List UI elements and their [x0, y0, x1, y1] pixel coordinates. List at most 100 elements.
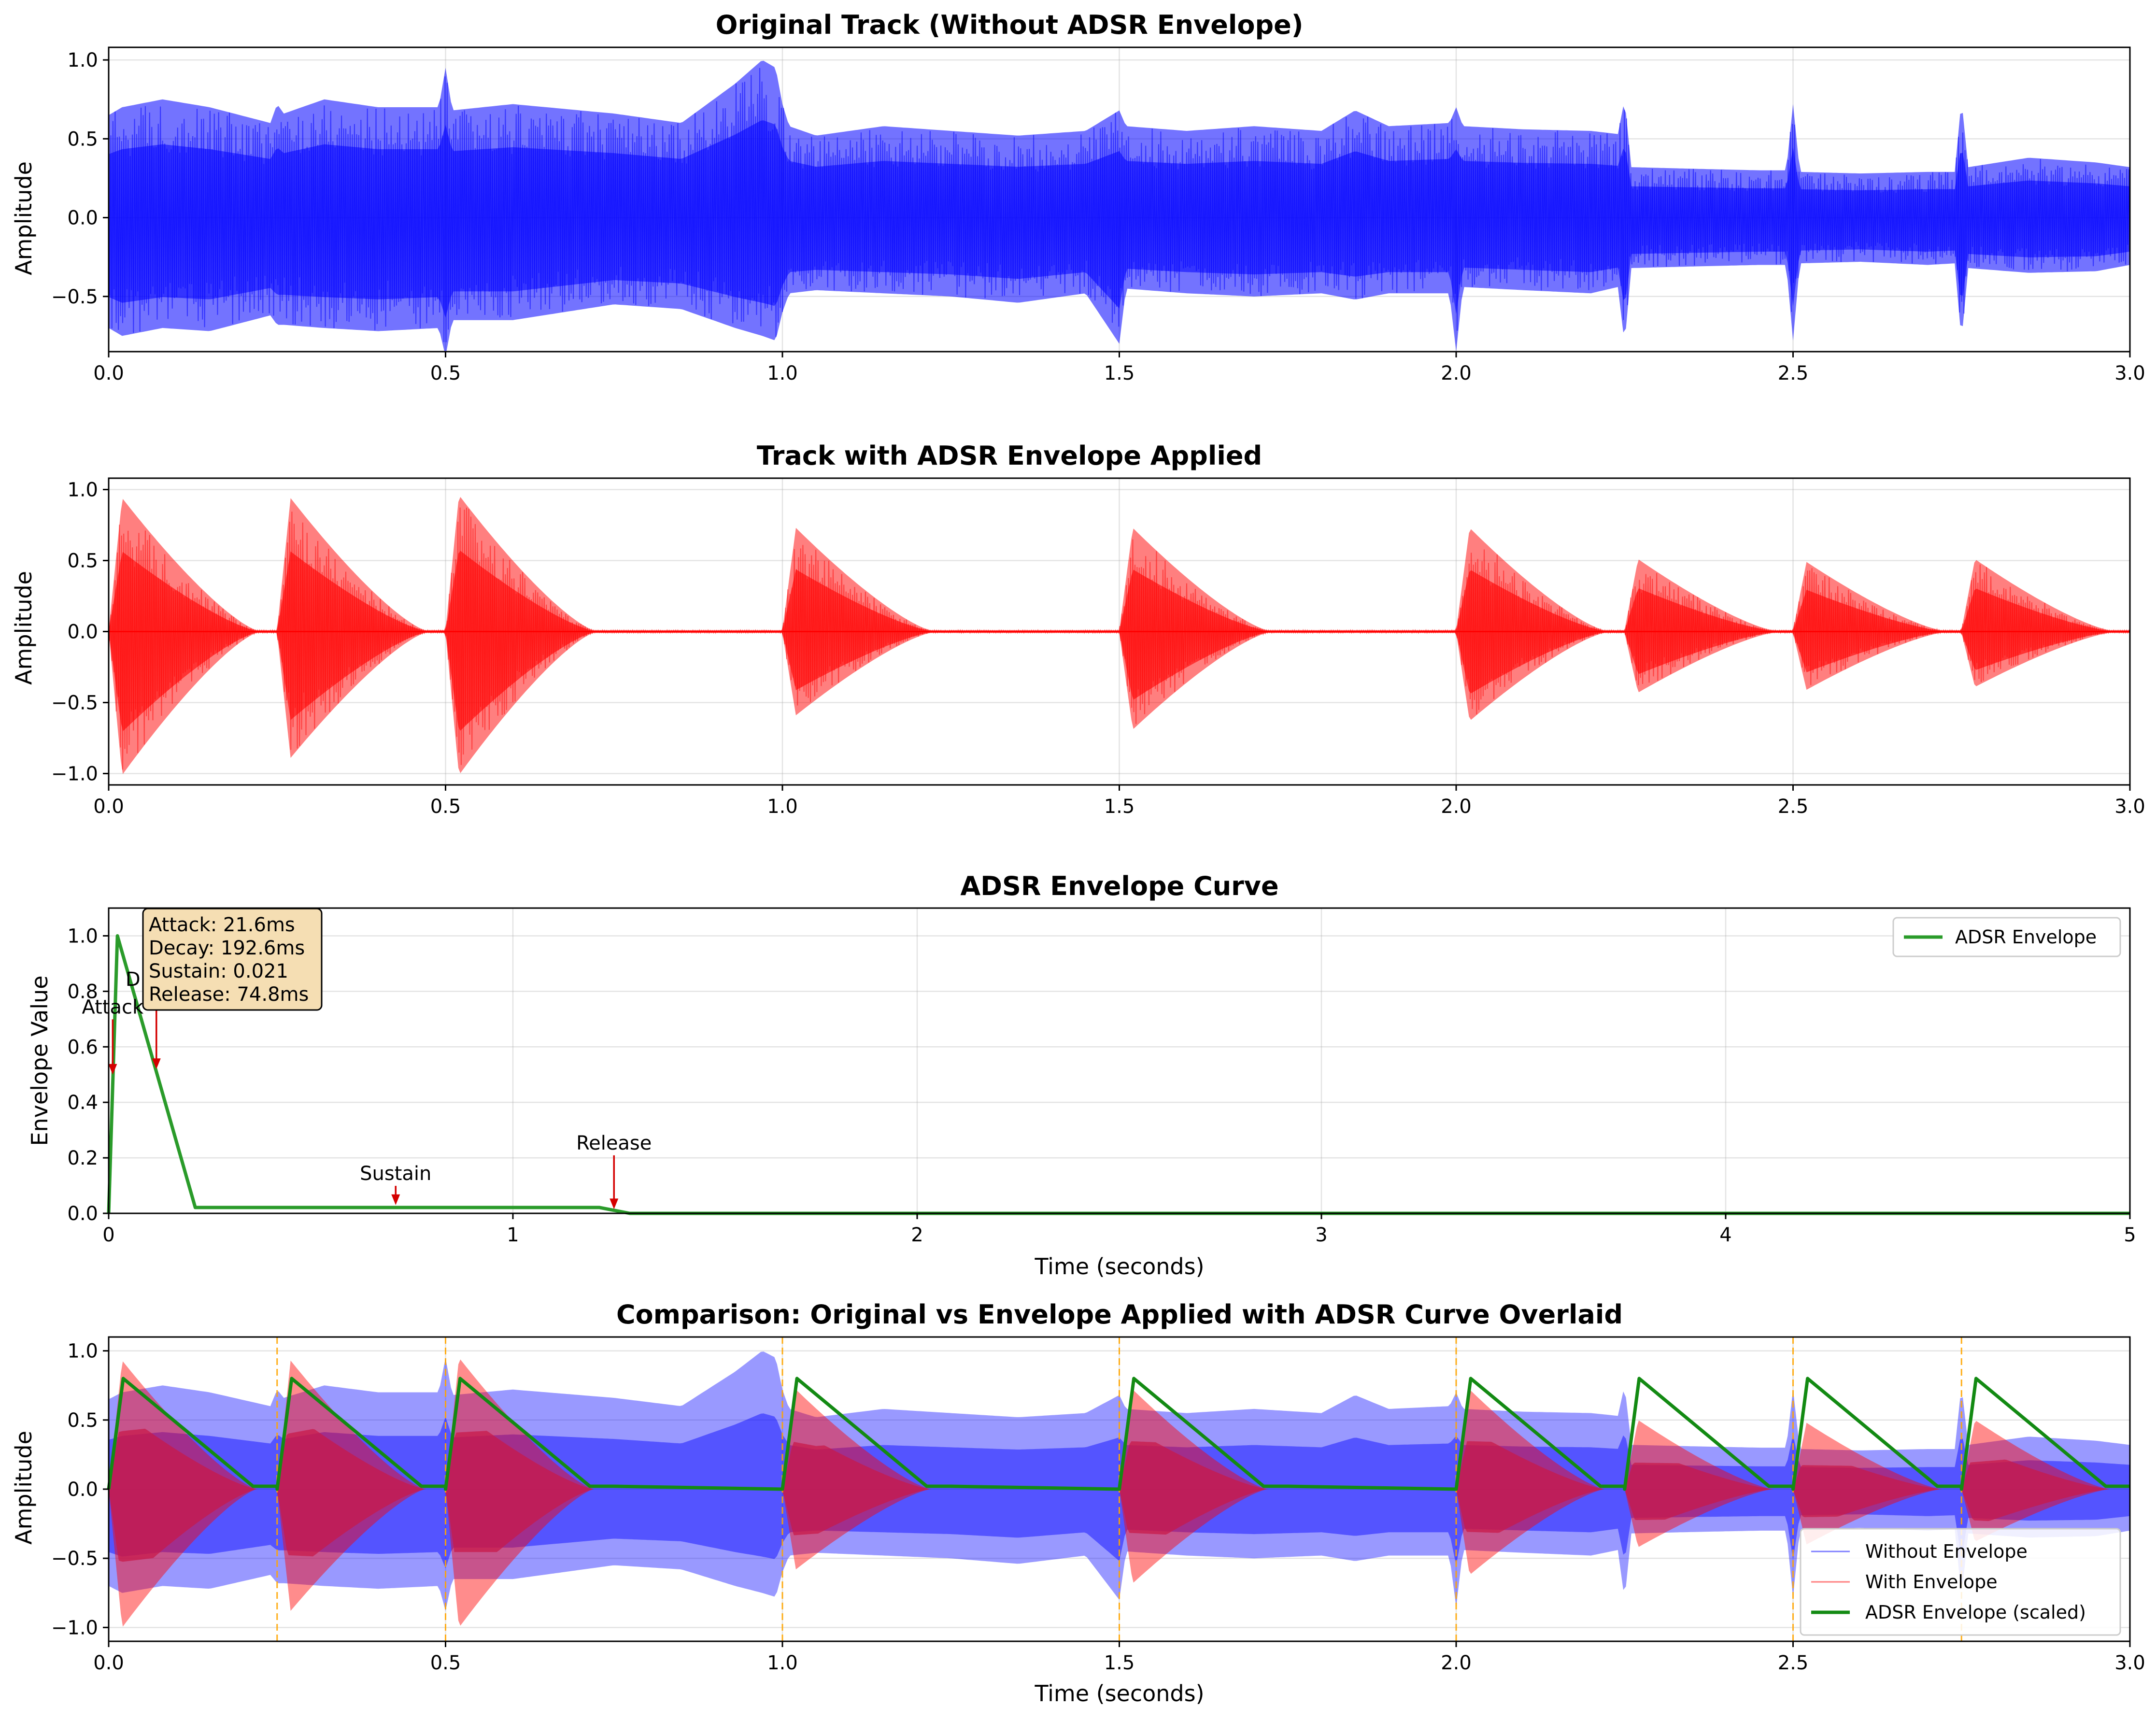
annotation-label: Release: [576, 1132, 652, 1154]
info-release: Release: 74.8ms: [149, 983, 309, 1006]
x-tick-label: 1.0: [767, 1652, 798, 1674]
panel-comparison: Comparison: Original vs Envelope Applied…: [11, 1299, 2145, 1707]
x-tick-label: 1.5: [1104, 796, 1135, 818]
y-tick-label: 0.0: [67, 207, 98, 229]
ticks: 0.0 0.5 1.0 1.5 2.0 2.5 3.0 −1.0 −0.5 0.0 0.5 1.0: [51, 479, 2145, 818]
x-tick-label: 1.0: [767, 362, 798, 384]
x-tick-label: 3.0: [2114, 362, 2145, 384]
y-tick-label: 1.0: [67, 479, 98, 501]
panel-title: Comparison: Original vs Envelope Applied…: [616, 1299, 1623, 1330]
plot-area: [108, 497, 2130, 774]
ticks: 0.0 0.5 1.0 1.5 2.0 2.5 3.0 −0.5 0.0 0.5 1.0: [51, 49, 2145, 384]
y-tick-label: 0.6: [67, 1036, 98, 1058]
y-axis-label: Amplitude: [11, 161, 37, 275]
grid: [108, 478, 2131, 785]
panel-enveloped: Track with ADSR Envelope Applied Amplitu…: [11, 441, 2145, 818]
y-tick-label: 0.5: [67, 550, 98, 572]
info-box-background: [142, 908, 323, 1011]
x-tick-label: 0.5: [430, 1652, 461, 1674]
x-tick-label: 0.5: [430, 796, 461, 818]
panel-title: ADSR Envelope Curve: [960, 871, 1278, 901]
axes-frame: [108, 907, 2131, 1214]
waveform-core: [109, 551, 2130, 731]
info-box: Attack: 21.6ms Decay: 192.6ms Sustain: 0…: [142, 908, 323, 1011]
annotation-arrowhead: [108, 1064, 117, 1075]
x-tick-label: 3.0: [2114, 1652, 2145, 1674]
y-axis-label: Amplitude: [11, 1431, 37, 1545]
y-tick-label: 0.0: [67, 1479, 98, 1501]
x-tick-label: 2.5: [1778, 362, 1809, 384]
overlap-area: [109, 1428, 2130, 1562]
legend: ADSR Envelope: [1892, 917, 2121, 957]
x-tick-label: 4: [1719, 1224, 1731, 1246]
y-tick-label: 0.5: [67, 128, 98, 150]
panel-title: Track with ADSR Envelope Applied: [757, 441, 1262, 471]
x-tick-label: 1.5: [1104, 362, 1135, 384]
plot-area: [108, 60, 2130, 356]
x-tick-label: 2.5: [1778, 1652, 1809, 1674]
axes-frame: [108, 1336, 2131, 1642]
x-axis-label: Time (seconds): [1034, 1253, 1204, 1280]
x-tick-label: 5: [2124, 1224, 2136, 1246]
panel-adsr-curve: ADSR Envelope Curve Envelope Value Time …: [27, 871, 2136, 1280]
y-tick-label: 0.0: [67, 621, 98, 643]
annotation-label: Attack: [82, 996, 144, 1018]
axes-frame: [108, 46, 2131, 353]
annotation-arrowhead: [610, 1198, 619, 1209]
x-tick-label: 3: [1315, 1224, 1327, 1246]
annotation-arrowhead: [391, 1194, 400, 1205]
legend: Without Envelope With Envelope ADSR Enve…: [1800, 1528, 2121, 1636]
x-axis-label: Time (seconds): [1034, 1680, 1204, 1707]
y-axis-label: Amplitude: [11, 571, 37, 685]
x-tick-label: 0.5: [430, 362, 461, 384]
x-tick-label: 1.0: [767, 796, 798, 818]
legend-label-adsr: ADSR Envelope: [1955, 926, 2097, 948]
y-tick-label: 1.0: [67, 49, 98, 71]
ticks: 0.0 0.5 1.0 1.5 2.0 2.5 3.0 −1.0 −0.5 0.0 0.5 1.0: [51, 1340, 2145, 1674]
x-tick-label: 2.0: [1441, 1652, 1472, 1674]
legend-frame: [1892, 917, 2121, 957]
info-attack: Attack: 21.6ms: [149, 914, 295, 936]
y-axis-label: Envelope Value: [27, 975, 53, 1146]
y-tick-label: 0.8: [67, 981, 98, 1003]
info-sustain: Sustain: 0.021: [149, 960, 288, 982]
adsr-overlay-line: [107, 1377, 2130, 1491]
panel-title: Original Track (Without ADSR Envelope): [716, 10, 1304, 40]
y-tick-label: −0.5: [51, 286, 98, 308]
panel-original: Original Track (Without ADSR Envelope) A…: [11, 10, 2145, 384]
axes-frame: [108, 477, 2131, 786]
annotation-label: D: [126, 968, 141, 991]
y-tick-label: −1.0: [51, 1617, 98, 1639]
x-tick-label: 3.0: [2114, 796, 2145, 818]
info-decay: Decay: 192.6ms: [149, 937, 305, 959]
legend-frame: [1800, 1528, 2121, 1636]
x-tick-label: 0.0: [93, 362, 124, 384]
y-tick-label: 0.5: [67, 1409, 98, 1432]
x-tick-label: 1: [507, 1224, 519, 1246]
waveform-line: [108, 68, 2130, 342]
legend-label-without: Without Envelope: [1865, 1541, 2028, 1562]
annotations: Attack D Sustain Release: [82, 968, 652, 1209]
y-tick-label: −0.5: [51, 692, 98, 714]
y-tick-label: 1.0: [67, 925, 98, 947]
x-tick-label: 2.0: [1441, 796, 1472, 818]
legend-label-adsr: ADSR Envelope (scaled): [1865, 1602, 2086, 1623]
y-tick-label: 1.0: [67, 1340, 98, 1363]
x-tick-label: 0.0: [93, 1652, 124, 1674]
ticks: 0 1 2 3 4 5 0.0 0.2 0.4 0.6 0.8 1.0: [67, 925, 2136, 1246]
x-tick-label: 2: [911, 1224, 923, 1246]
x-tick-label: 2.0: [1441, 362, 1472, 384]
x-tick-label: 0: [102, 1224, 114, 1246]
x-tick-label: 2.5: [1778, 796, 1809, 818]
y-tick-label: 0.4: [67, 1092, 98, 1114]
y-tick-label: 0.0: [67, 1203, 98, 1225]
legend-label-with: With Envelope: [1865, 1571, 1998, 1593]
annotation-label: Sustain: [360, 1163, 431, 1185]
annotation-arrowhead: [152, 1058, 161, 1069]
y-tick-label: −0.5: [51, 1548, 98, 1570]
x-tick-label: 0.0: [93, 796, 124, 818]
y-tick-label: 0.2: [67, 1147, 98, 1169]
plot-area: [107, 1337, 2130, 1641]
y-tick-label: −1.0: [51, 763, 98, 785]
